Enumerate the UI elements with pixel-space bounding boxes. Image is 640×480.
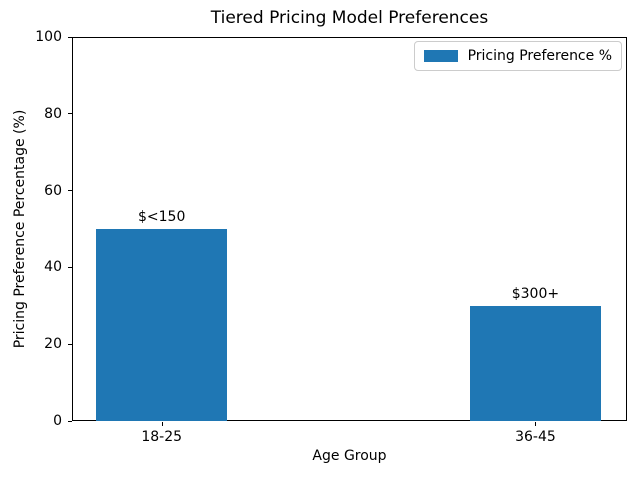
legend: Pricing Preference % — [413, 41, 622, 71]
y-tick-mark — [68, 266, 72, 268]
chart-title: Tiered Pricing Model Preferences — [210, 8, 489, 28]
y-tick-label: 20 — [44, 336, 62, 353]
y-tick-mark — [68, 113, 72, 115]
y-tick-mark — [68, 343, 72, 345]
x-axis-label: Age Group — [312, 448, 387, 464]
bar-36-45 — [470, 305, 601, 421]
y-tick-mark — [68, 190, 72, 192]
bar-18-25 — [96, 229, 228, 421]
bar-value-label: $300+ — [511, 285, 560, 302]
y-tick-mark — [68, 36, 72, 38]
x-tick-label: 36-45 — [515, 429, 556, 445]
bar-value-label: $<150 — [138, 209, 186, 225]
x-tick-mark — [535, 422, 537, 426]
y-tick-label: 100 — [35, 29, 62, 45]
legend-label: Pricing Preference % — [467, 48, 612, 64]
y-tick-label: 0 — [53, 413, 62, 429]
y-axis-label: Pricing Preference Percentage (%) — [12, 109, 28, 349]
legend-swatch-icon — [423, 50, 458, 62]
x-tick-mark — [161, 422, 163, 426]
y-tick-label: 80 — [44, 105, 62, 122]
y-tick-label: 60 — [44, 182, 62, 199]
y-tick-mark — [68, 420, 72, 422]
y-tick-label: 40 — [44, 259, 62, 276]
x-tick-label: 18-25 — [141, 429, 183, 445]
